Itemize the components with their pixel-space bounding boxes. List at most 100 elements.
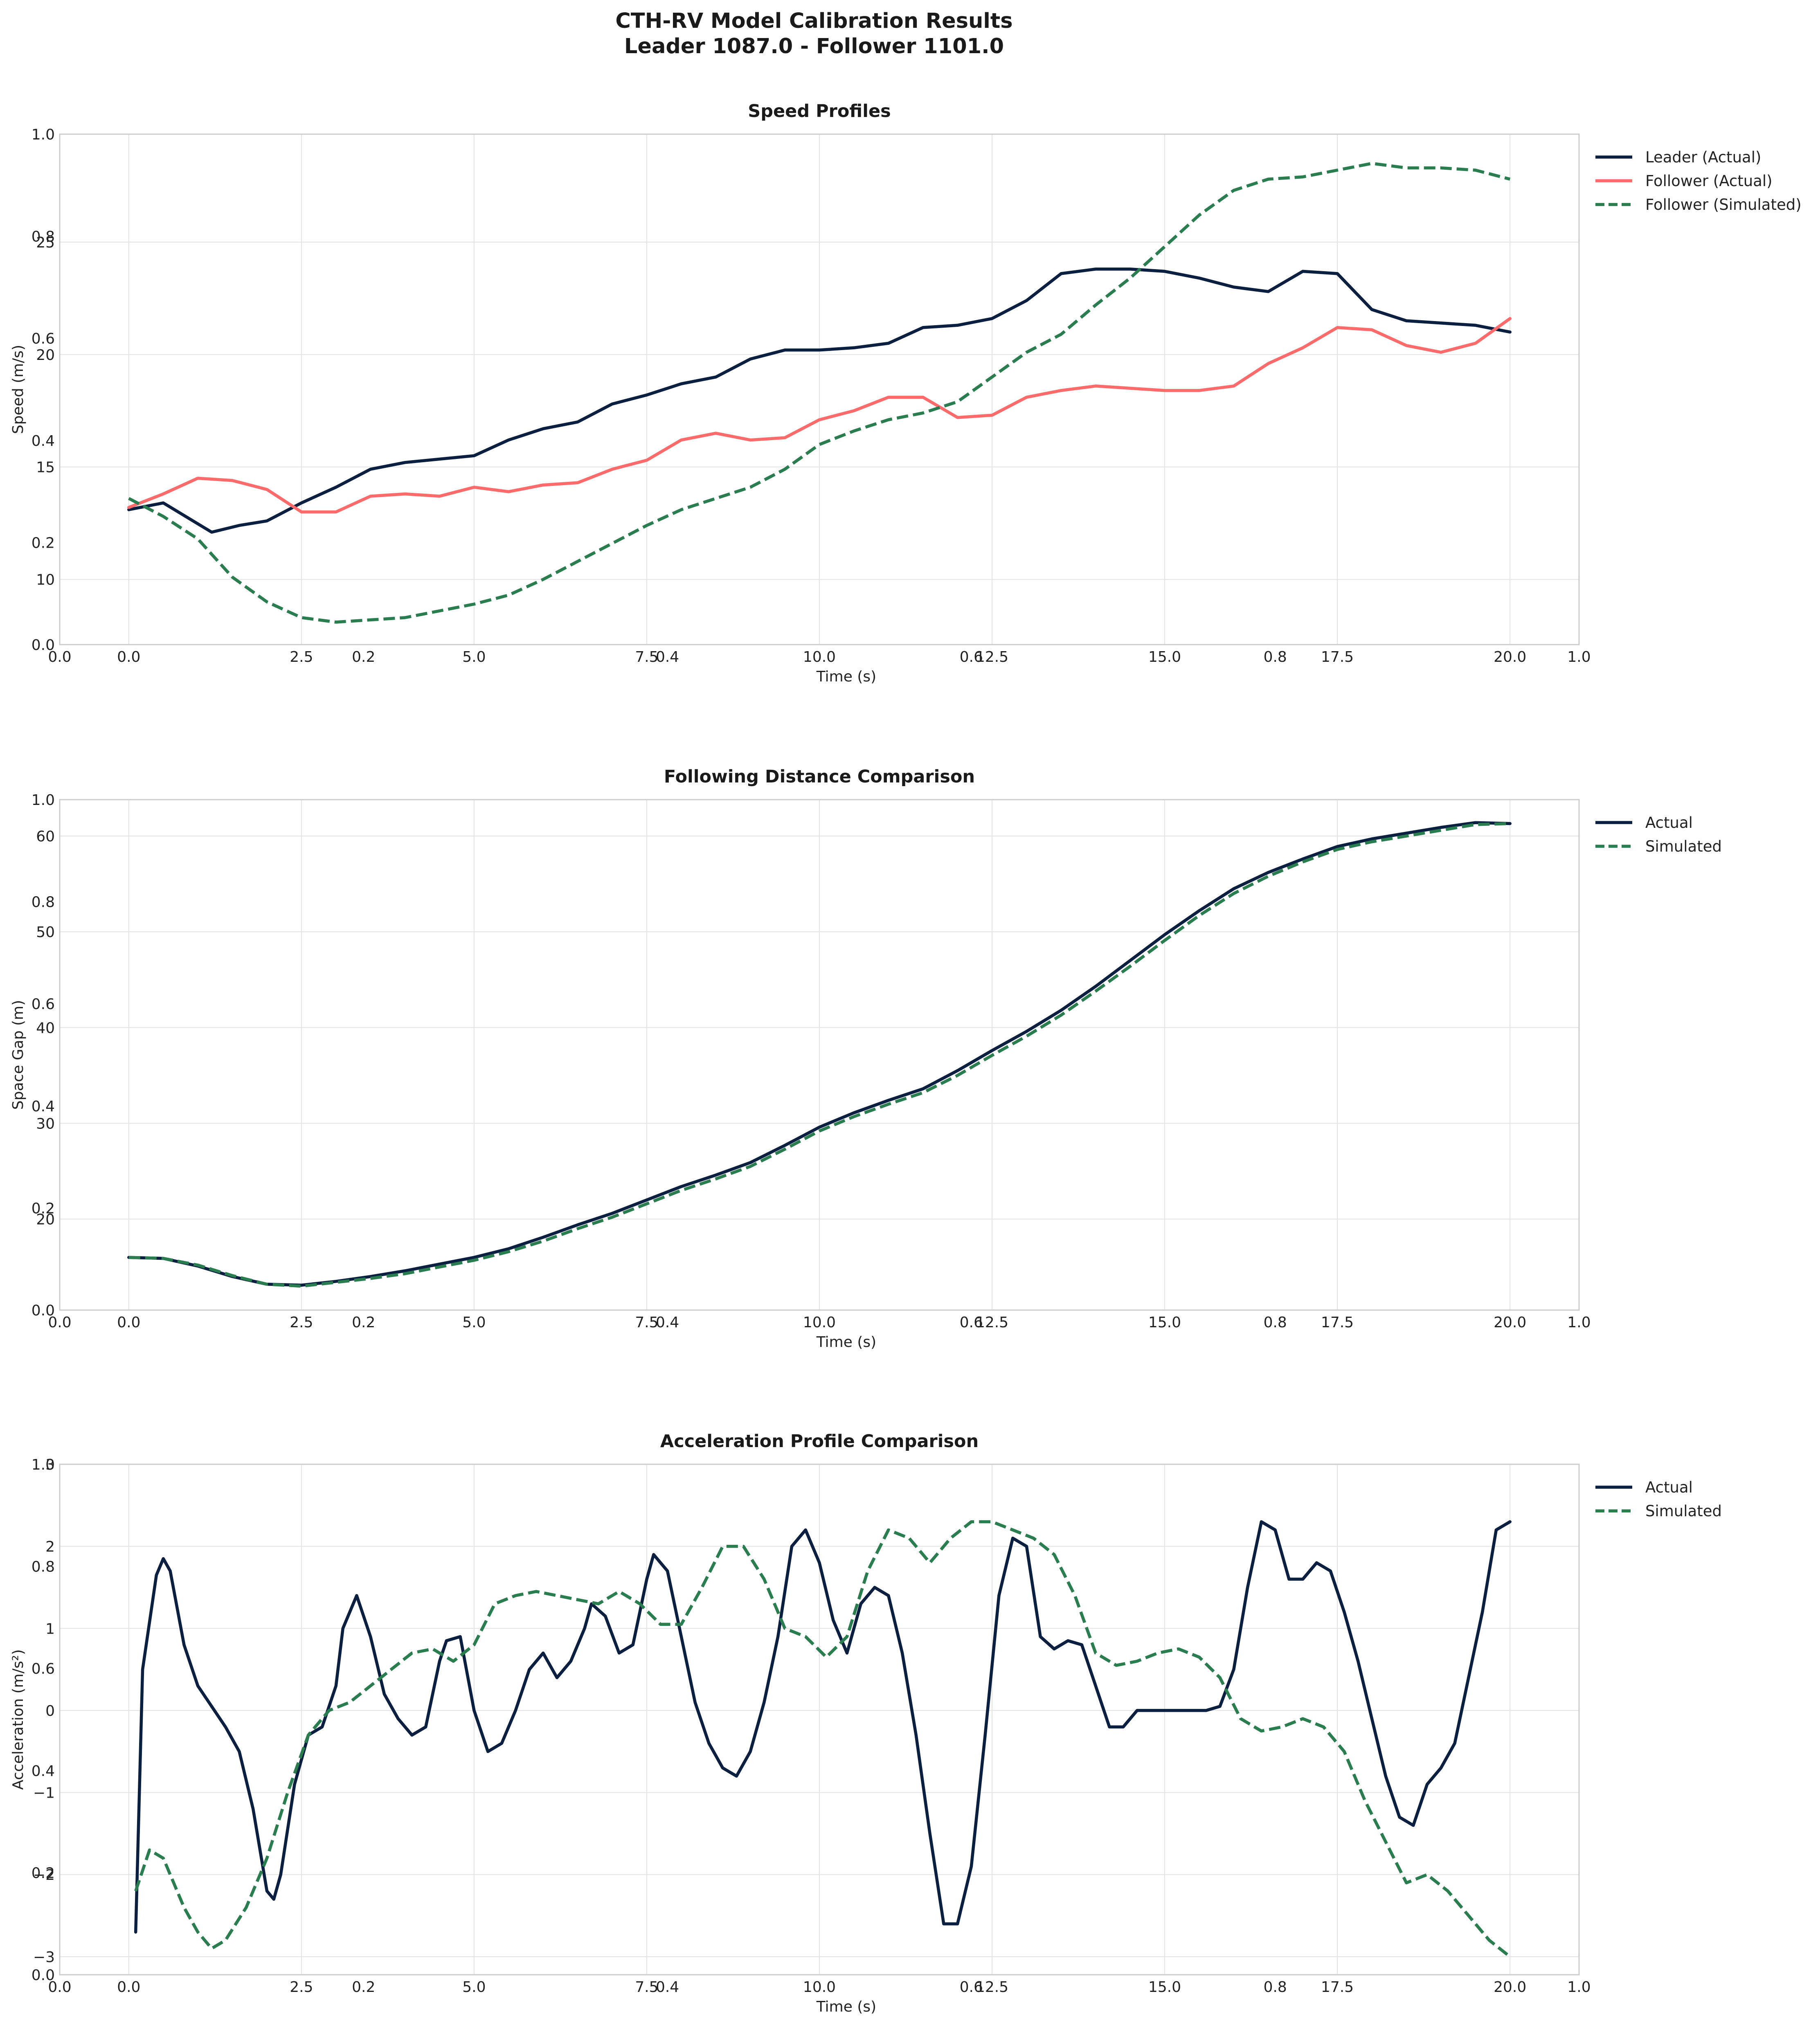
overlay-x-tick-label: 1.0 xyxy=(1567,649,1591,665)
overlay-x-tick-label: 0.8 xyxy=(1264,649,1287,665)
series-line-simulated xyxy=(128,822,1510,1288)
y-tick-label: −2 xyxy=(33,1867,55,1884)
x-tick-label: 0.0 xyxy=(117,1314,140,1331)
panel-title: Speed Profiles xyxy=(748,101,891,121)
overlay-y-tick-label: 0.2 xyxy=(31,1865,55,1881)
overlay-x-tick-label: 0.0 xyxy=(48,1314,71,1331)
overlay-x-tick-label: 0.2 xyxy=(352,1979,375,1996)
y-tick-label: 40 xyxy=(36,1020,55,1036)
y-tick-label: 30 xyxy=(36,1115,55,1132)
overlay-y-tick-label: 0.4 xyxy=(31,433,55,450)
overlay-x-tick-label: 1.0 xyxy=(1567,1979,1591,1996)
overlay-y-tick-label: 0.4 xyxy=(31,1763,55,1780)
series-line-leader-actual xyxy=(127,267,1512,534)
series-line-actual xyxy=(134,1520,1512,1934)
x-tick-label: 17.5 xyxy=(1321,649,1354,665)
y-tick-label: 20 xyxy=(36,347,55,364)
x-tick-label: 15.0 xyxy=(1148,1314,1181,1331)
figure-title-line1: CTH-RV Model Calibration Results xyxy=(615,9,1012,33)
x-tick-label: 2.5 xyxy=(290,649,313,665)
x-tick-label: 0.0 xyxy=(117,1979,140,1996)
panel-2: Following Distance Comparison 0.0 2.5 5.0 7.… xyxy=(10,766,1722,1351)
overlay-y-tick-label: 0.0 xyxy=(31,1302,55,1319)
overlay-x-tick-label: 0.2 xyxy=(352,1314,375,1331)
x-tick-label: 12.5 xyxy=(976,1979,1008,1996)
x-tick-label: 7.5 xyxy=(635,1979,658,1996)
x-tick-label: 10.0 xyxy=(803,1314,836,1331)
x-tick-label: 20.0 xyxy=(1494,649,1526,665)
overlay-x-tick-label: 0.6 xyxy=(960,1314,983,1331)
x-tick-label: 15.0 xyxy=(1148,1979,1181,1996)
y-tick-label: −1 xyxy=(33,1785,55,1802)
overlay-y-tick-label: 1.0 xyxy=(31,126,55,143)
y-tick-label: 20 xyxy=(36,1212,55,1228)
overlay-x-tick-label: 0.4 xyxy=(656,649,679,665)
y-tick-label: 50 xyxy=(36,924,55,941)
overlay-x-tick-label: 0.4 xyxy=(656,1979,679,1996)
overlay-x-tick-label: 0.8 xyxy=(1264,1314,1287,1331)
figure-title-line2: Leader 1087.0 - Follower 1101.0 xyxy=(624,34,1004,58)
overlay-x-tick-label: 0.8 xyxy=(1264,1979,1287,1996)
axes-frame xyxy=(59,133,1580,645)
x-tick-label: 7.5 xyxy=(635,1314,658,1331)
x-tick-label: 5.0 xyxy=(462,649,486,665)
overlay-x-tick-label: 0.2 xyxy=(352,649,375,665)
y-tick-label: 15 xyxy=(36,459,55,476)
y-tick-label: 25 xyxy=(36,234,55,251)
legend-label: Actual xyxy=(1645,814,1693,832)
x-tick-label: 7.5 xyxy=(635,649,658,665)
x-tick-label: 2.5 xyxy=(290,1314,313,1331)
legend-label: Leader (Actual) xyxy=(1645,148,1761,166)
x-tick-label: 15.0 xyxy=(1148,649,1181,665)
panel-title: Acceleration Profile Comparison xyxy=(660,1431,979,1452)
overlay-y-tick-label: 0.8 xyxy=(31,229,55,245)
overlay-x-tick-label: 0.4 xyxy=(656,1314,679,1331)
y-tick-label: 60 xyxy=(36,828,55,845)
overlay-x-tick-label: 0.6 xyxy=(960,649,983,665)
overlay-y-tick-label: 1.0 xyxy=(31,1457,55,1473)
overlay-y-tick-label: 0.0 xyxy=(31,1967,55,1984)
series-line-actual xyxy=(127,821,1512,1287)
y-axis-label: Speed (m/s) xyxy=(10,345,27,434)
series-line-follower-actual xyxy=(127,317,1512,514)
x-tick-label: 17.5 xyxy=(1321,1314,1354,1331)
x-tick-label: 10.0 xyxy=(803,1979,836,1996)
x-tick-label: 12.5 xyxy=(976,649,1008,665)
x-axis-label: Time (s) xyxy=(816,1334,876,1351)
x-tick-label: 20.0 xyxy=(1494,1979,1526,1996)
x-tick-label: 0.0 xyxy=(117,649,140,665)
overlay-y-tick-label: 0.6 xyxy=(31,1661,55,1677)
x-tick-label: 12.5 xyxy=(976,1314,1008,1331)
y-tick-label: 1 xyxy=(45,1621,55,1637)
y-tick-label: 0 xyxy=(45,1703,55,1720)
overlay-y-tick-label: 0.8 xyxy=(31,1559,55,1576)
panel-3: Acceleration Profile Comparison 0.0 2.5 5.0… xyxy=(10,1431,1722,2015)
x-tick-label: 2.5 xyxy=(290,1979,313,1996)
x-tick-label: 17.5 xyxy=(1321,1979,1354,1996)
x-axis-label: Time (s) xyxy=(816,1998,876,2015)
panel-title: Following Distance Comparison xyxy=(664,766,975,787)
overlay-x-tick-label: 1.0 xyxy=(1567,1314,1591,1331)
y-axis-label: Acceleration (m/s²) xyxy=(10,1649,27,1790)
x-tick-label: 5.0 xyxy=(462,1979,486,1996)
legend-label: Simulated xyxy=(1645,1502,1722,1520)
axes-frame xyxy=(59,799,1580,1311)
y-tick-label: 2 xyxy=(45,1539,55,1555)
overlay-y-tick-label: 1.0 xyxy=(31,792,55,809)
x-tick-label: 10.0 xyxy=(803,649,836,665)
y-axis-label: Space Gap (m) xyxy=(10,1000,27,1110)
overlay-y-tick-label: 0.4 xyxy=(31,1098,55,1115)
overlay-y-tick-label: 0.2 xyxy=(31,1200,55,1217)
axes-frame xyxy=(59,1463,1580,1976)
series-line-simulated xyxy=(134,1520,1511,1958)
overlay-y-tick-label: 0.0 xyxy=(31,637,55,654)
y-tick-label: 3 xyxy=(45,1457,55,1473)
overlay-x-tick-label: 0.0 xyxy=(48,1979,71,1996)
overlay-x-tick-label: 0.6 xyxy=(960,1979,983,1996)
x-axis-label: Time (s) xyxy=(816,668,876,685)
overlay-y-tick-label: 0.6 xyxy=(31,330,55,347)
x-tick-label: 20.0 xyxy=(1494,1314,1526,1331)
x-tick-label: 5.0 xyxy=(462,1314,486,1331)
y-tick-label: 10 xyxy=(36,572,55,589)
